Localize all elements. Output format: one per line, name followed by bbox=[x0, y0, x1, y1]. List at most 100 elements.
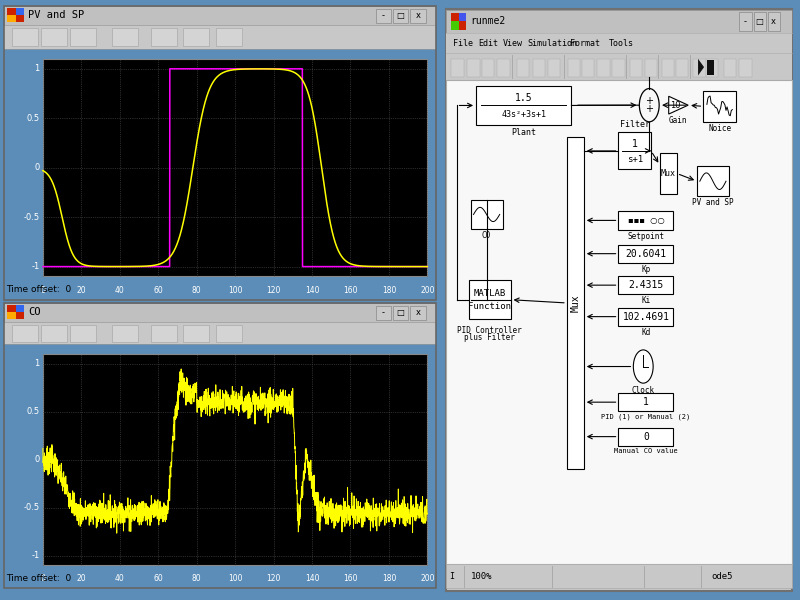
Text: Tools: Tools bbox=[609, 39, 634, 48]
Text: 0: 0 bbox=[34, 455, 39, 464]
Text: 180: 180 bbox=[382, 286, 396, 295]
Bar bbox=[612, 59, 625, 77]
Bar bbox=[16, 305, 24, 312]
Text: Noice: Noice bbox=[708, 124, 731, 133]
Polygon shape bbox=[698, 59, 704, 76]
Bar bbox=[739, 59, 752, 77]
Text: Gain: Gain bbox=[669, 116, 687, 125]
Bar bbox=[739, 12, 752, 31]
Text: 0: 0 bbox=[41, 574, 46, 583]
Bar bbox=[16, 8, 24, 16]
Text: PID (1) or Manual (2): PID (1) or Manual (2) bbox=[602, 413, 690, 420]
Text: 60: 60 bbox=[154, 574, 163, 583]
Bar bbox=[660, 152, 677, 194]
Bar bbox=[4, 303, 436, 322]
Text: -1: -1 bbox=[31, 551, 39, 560]
Bar bbox=[533, 59, 545, 77]
Text: 0: 0 bbox=[34, 163, 39, 172]
Text: 60: 60 bbox=[154, 286, 163, 295]
Bar bbox=[4, 6, 436, 25]
Bar bbox=[618, 308, 674, 326]
Bar bbox=[618, 211, 674, 230]
Bar bbox=[410, 306, 426, 320]
Bar bbox=[470, 200, 502, 229]
Bar bbox=[567, 137, 584, 469]
Text: 2.4315: 2.4315 bbox=[628, 280, 663, 290]
Bar bbox=[451, 13, 466, 31]
Bar bbox=[476, 86, 571, 125]
Bar bbox=[676, 59, 688, 77]
Bar bbox=[768, 12, 780, 31]
Bar bbox=[517, 59, 529, 77]
Bar bbox=[375, 9, 391, 23]
Text: I: I bbox=[450, 572, 454, 581]
Text: 80: 80 bbox=[192, 286, 202, 295]
Bar bbox=[498, 59, 510, 77]
Text: -: - bbox=[382, 308, 385, 317]
Bar bbox=[645, 59, 657, 77]
Text: 1: 1 bbox=[632, 139, 638, 149]
Bar bbox=[216, 325, 242, 342]
Text: 1: 1 bbox=[34, 359, 39, 368]
Text: □: □ bbox=[756, 17, 763, 26]
Text: Plant: Plant bbox=[511, 128, 536, 137]
Text: File: File bbox=[453, 39, 473, 48]
Bar bbox=[216, 28, 242, 46]
Text: CO: CO bbox=[28, 307, 40, 317]
Text: 100: 100 bbox=[228, 286, 242, 295]
Bar bbox=[662, 59, 674, 77]
Bar bbox=[482, 59, 494, 77]
Text: -0.5: -0.5 bbox=[23, 212, 39, 221]
Text: 120: 120 bbox=[266, 286, 281, 295]
Text: 102.4691: 102.4691 bbox=[622, 311, 670, 322]
Text: -1: -1 bbox=[31, 262, 39, 271]
Text: 120: 120 bbox=[266, 574, 281, 583]
Bar bbox=[703, 91, 736, 122]
Text: Ki: Ki bbox=[642, 296, 650, 305]
Text: Clock: Clock bbox=[632, 386, 655, 395]
Bar bbox=[630, 59, 642, 77]
Text: Function: Function bbox=[468, 302, 511, 311]
Bar bbox=[410, 9, 426, 23]
Bar bbox=[694, 59, 706, 77]
Text: ode5: ode5 bbox=[711, 572, 733, 581]
Text: Kp: Kp bbox=[642, 265, 650, 274]
Bar bbox=[467, 59, 479, 77]
Bar bbox=[446, 10, 793, 33]
Bar bbox=[12, 28, 38, 46]
Bar bbox=[706, 59, 718, 77]
Bar bbox=[598, 59, 610, 77]
Text: 80: 80 bbox=[192, 574, 202, 583]
Bar bbox=[7, 8, 24, 22]
Text: 1: 1 bbox=[34, 64, 39, 73]
Bar bbox=[41, 28, 66, 46]
Bar bbox=[70, 28, 95, 46]
Bar bbox=[7, 16, 16, 22]
Bar bbox=[582, 59, 594, 77]
Text: 140: 140 bbox=[305, 286, 319, 295]
Text: CO: CO bbox=[482, 231, 491, 240]
Bar bbox=[43, 59, 427, 277]
Text: Setpoint: Setpoint bbox=[627, 232, 664, 241]
Bar bbox=[183, 325, 210, 342]
Bar bbox=[151, 28, 177, 46]
Text: 20: 20 bbox=[77, 574, 86, 583]
Bar bbox=[7, 312, 16, 319]
Text: 0: 0 bbox=[643, 431, 649, 442]
Bar bbox=[469, 280, 510, 319]
Text: 0: 0 bbox=[41, 286, 46, 295]
Text: 43s²+3s+1: 43s²+3s+1 bbox=[502, 110, 546, 119]
Text: 1.5: 1.5 bbox=[515, 93, 533, 103]
Circle shape bbox=[634, 350, 653, 383]
Text: □: □ bbox=[397, 308, 405, 317]
Text: Time offset:  0: Time offset: 0 bbox=[6, 285, 71, 294]
Bar bbox=[618, 276, 674, 294]
Text: View: View bbox=[502, 39, 522, 48]
Text: 1: 1 bbox=[643, 397, 649, 407]
Text: □: □ bbox=[397, 11, 405, 20]
Bar bbox=[4, 25, 436, 49]
Text: Filter: Filter bbox=[620, 120, 650, 129]
Text: Format: Format bbox=[570, 39, 600, 48]
Bar bbox=[4, 322, 436, 344]
Text: 180: 180 bbox=[382, 574, 396, 583]
